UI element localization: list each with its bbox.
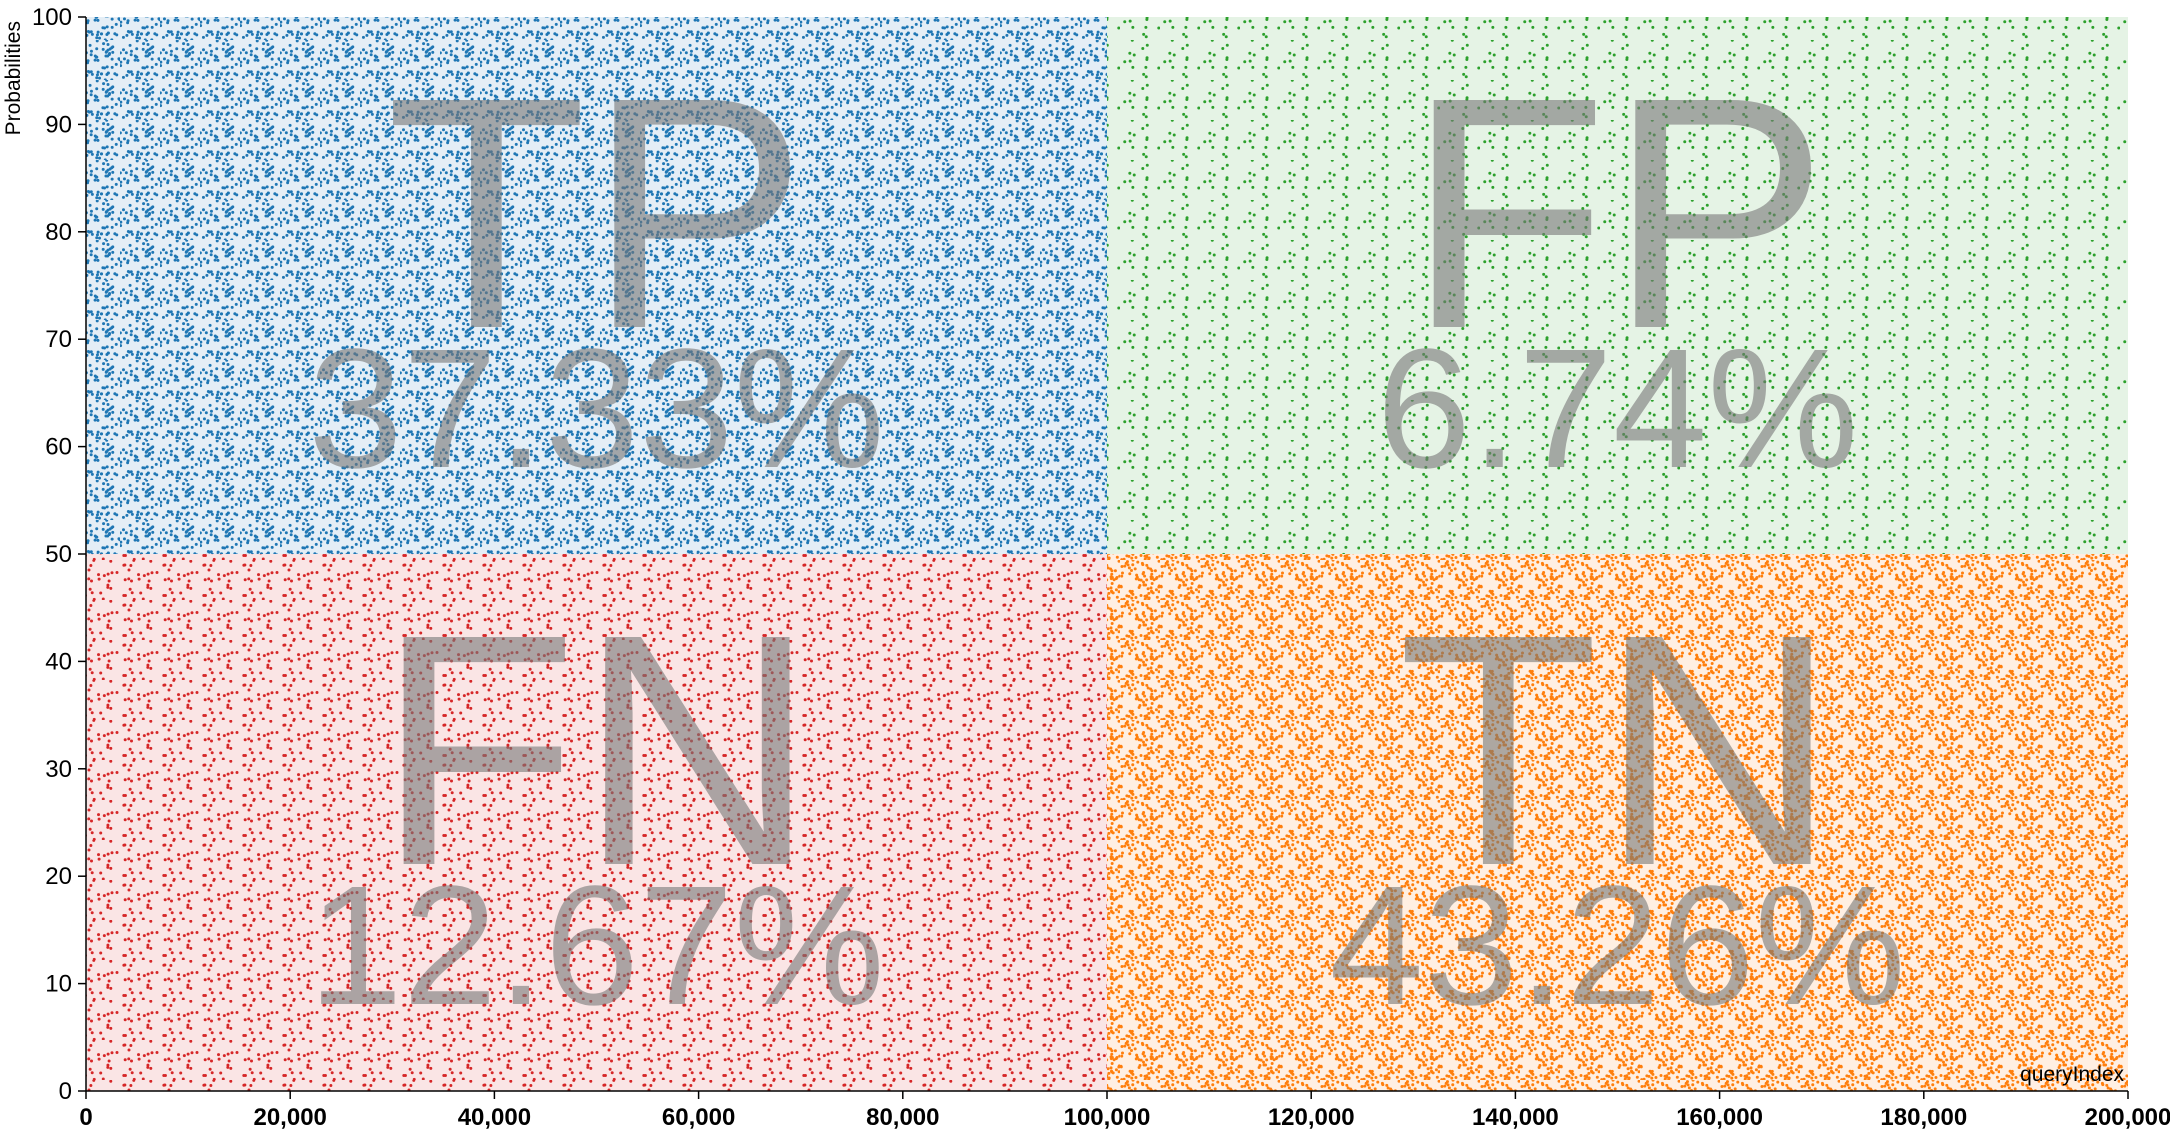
- x-tick-label: 20,000: [253, 1104, 326, 1131]
- quadrant-label: TP: [386, 28, 808, 397]
- quadrant-label: FP: [1407, 28, 1829, 397]
- x-tick-label: 80,000: [866, 1104, 939, 1131]
- quadrant-points: [1107, 554, 2128, 1091]
- y-tick-label: 20: [45, 863, 72, 890]
- x-tick-label: 140,000: [1472, 1104, 1559, 1131]
- x-tick-label: 120,000: [1268, 1104, 1355, 1131]
- y-tick-label: 70: [45, 326, 72, 353]
- x-tick-label: 160,000: [1676, 1104, 1763, 1131]
- quadrant-percent: 43.26%: [1329, 851, 1906, 1041]
- quadrant-percent: 37.33%: [308, 314, 885, 504]
- y-tick-label: 0: [59, 1078, 72, 1105]
- quadrant-points: [86, 17, 1107, 554]
- quadrant-label: TN: [1398, 565, 1838, 934]
- y-tick-label: 30: [45, 756, 72, 783]
- x-tick-label: 40,000: [458, 1104, 531, 1131]
- y-tick-label: 10: [45, 971, 72, 998]
- y-tick-label: 90: [45, 111, 72, 138]
- x-tick-label: 200,000: [2085, 1104, 2170, 1131]
- quadrant-label: FN: [377, 565, 817, 934]
- x-tick-label: 100,000: [1064, 1104, 1151, 1131]
- x-tick-label: 180,000: [1880, 1104, 1967, 1131]
- y-tick-label: 80: [45, 219, 72, 246]
- quadrant-percent: 6.74%: [1376, 314, 1858, 504]
- x-axis-label: queryIndex: [2020, 1063, 2124, 1086]
- x-tick-label: 60,000: [662, 1104, 735, 1131]
- quadrant-points: [1107, 17, 2128, 554]
- quadrant-points: [86, 554, 1107, 1091]
- x-tick-label: 0: [79, 1104, 92, 1131]
- y-tick-label: 40: [45, 648, 72, 675]
- y-axis-label: Probabilities: [2, 21, 25, 135]
- y-tick-label: 60: [45, 434, 72, 461]
- y-tick-label: 100: [32, 4, 72, 31]
- y-tick-label: 50: [45, 541, 72, 568]
- quadrant-percent: 12.67%: [308, 851, 885, 1041]
